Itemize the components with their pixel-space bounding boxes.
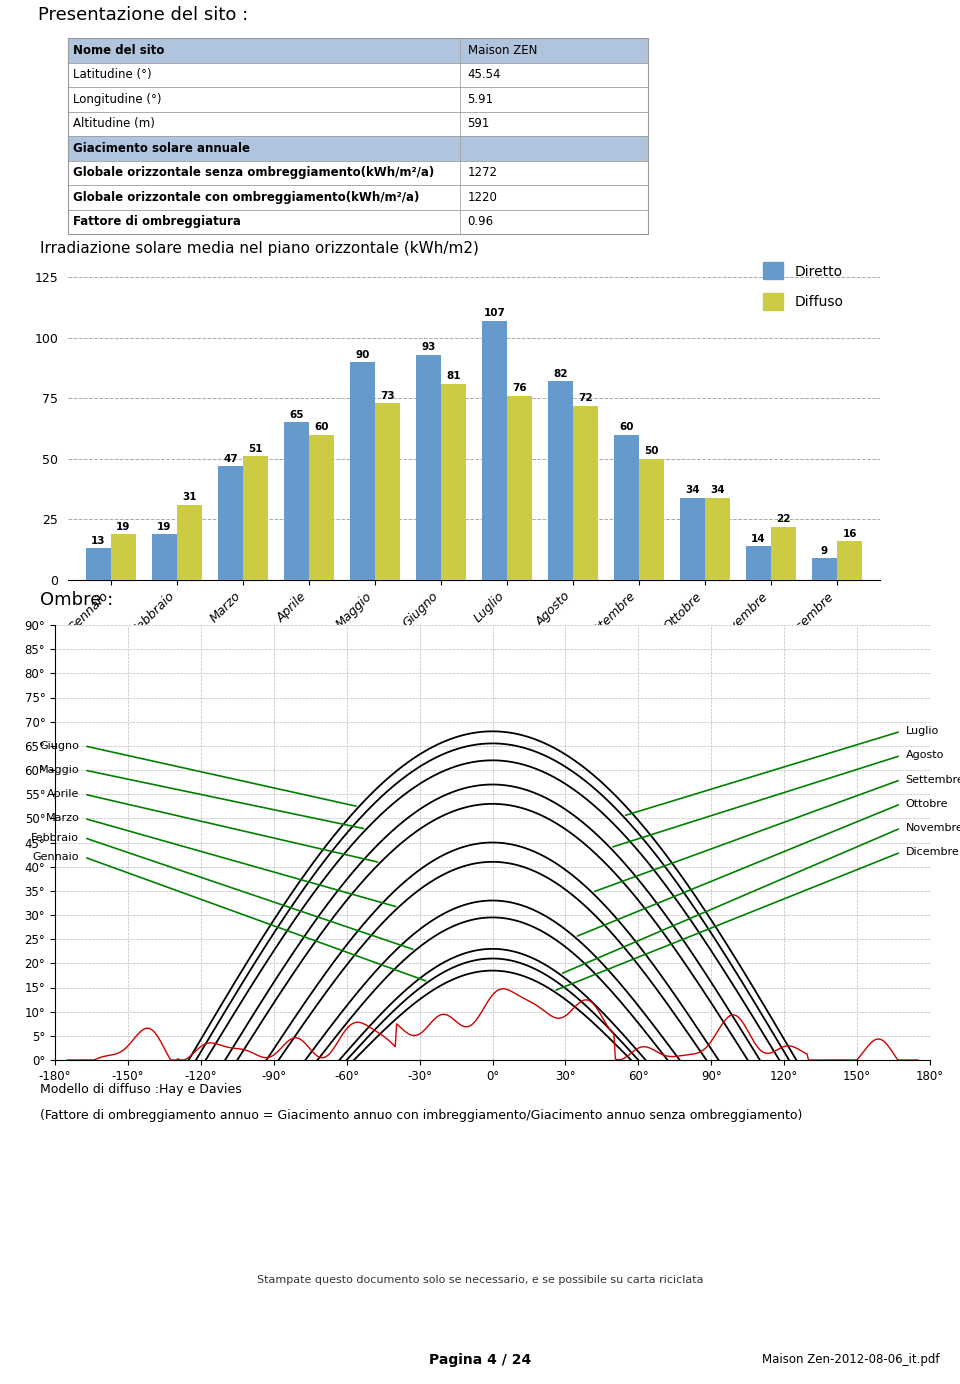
Bar: [85, 548, 111, 580]
Text: 93: 93: [421, 342, 436, 353]
Bar: [680, 498, 705, 580]
Bar: [812, 558, 837, 580]
Text: 19: 19: [157, 522, 172, 531]
Text: Irradiazione solare media nel piano orizzontale (kWh/m2): Irradiazione solare media nel piano oriz…: [40, 241, 479, 256]
Bar: [68, 161, 648, 185]
Text: Agosto: Agosto: [905, 750, 944, 760]
Text: 90: 90: [355, 350, 370, 360]
Text: 13: 13: [91, 536, 106, 547]
Text: 591: 591: [468, 118, 490, 130]
Text: 50: 50: [644, 447, 659, 457]
Text: (Fattore di ombreggiamento annuo = Giacimento annuo con imbreggiamento/Giaciment: (Fattore di ombreggiamento annuo = Giaci…: [40, 1109, 803, 1121]
Text: 60: 60: [619, 422, 634, 432]
Text: 65: 65: [289, 410, 303, 421]
Text: 45.54: 45.54: [468, 68, 501, 82]
Text: Longitudine (°): Longitudine (°): [73, 93, 161, 105]
Text: 5.91: 5.91: [468, 93, 493, 105]
Text: Dicembre: Dicembre: [905, 847, 959, 857]
Text: Nome del sito: Nome del sito: [73, 44, 164, 57]
Text: Altitudine (m): Altitudine (m): [73, 118, 155, 130]
Bar: [746, 547, 771, 580]
Bar: [573, 406, 598, 580]
Text: 14: 14: [752, 534, 766, 544]
Text: 107: 107: [484, 309, 505, 318]
Bar: [416, 354, 441, 580]
Text: Gennaio: Gennaio: [33, 853, 80, 862]
Bar: [548, 382, 573, 580]
Text: 51: 51: [249, 444, 263, 454]
Bar: [243, 457, 268, 580]
Bar: [68, 87, 648, 112]
Text: 16: 16: [842, 529, 857, 538]
Text: Presentazione del sito :: Presentazione del sito :: [38, 6, 249, 24]
Bar: [441, 383, 466, 580]
Bar: [68, 112, 648, 136]
Text: Novembre: Novembre: [905, 823, 960, 833]
Bar: [837, 541, 862, 580]
Text: Ottobre: Ottobre: [905, 799, 948, 808]
Bar: [68, 62, 648, 87]
Text: 34: 34: [710, 486, 725, 495]
Text: Settembre: Settembre: [905, 775, 960, 785]
Bar: [68, 136, 648, 161]
Text: 82: 82: [553, 370, 567, 379]
Bar: [705, 498, 731, 580]
Bar: [639, 459, 664, 580]
Bar: [111, 534, 136, 580]
Bar: [68, 185, 648, 209]
Bar: [614, 435, 639, 580]
Text: 1220: 1220: [468, 191, 497, 203]
Text: 81: 81: [446, 371, 461, 382]
Bar: [375, 403, 400, 580]
Text: Stampate questo documento solo se necessario, e se possibile su carta riciclata: Stampate questo documento solo se necess…: [256, 1275, 704, 1284]
Text: 72: 72: [578, 393, 593, 403]
Bar: [284, 422, 309, 580]
Text: 9: 9: [821, 545, 828, 556]
Text: 22: 22: [777, 515, 791, 525]
Text: Globale orizzontale con ombreggiamento(kWh/m²/a): Globale orizzontale con ombreggiamento(k…: [73, 191, 420, 203]
Text: 60: 60: [314, 422, 328, 432]
Text: Latitudine (°): Latitudine (°): [73, 68, 152, 82]
Text: Marzo: Marzo: [45, 814, 80, 823]
Bar: [309, 435, 334, 580]
Text: Fattore di ombreggiatura: Fattore di ombreggiatura: [73, 216, 241, 228]
Text: Modello di diffuso :Hay e Davies: Modello di diffuso :Hay e Davies: [40, 1084, 242, 1096]
Bar: [177, 505, 202, 580]
Text: Febbraio: Febbraio: [32, 833, 80, 843]
Bar: [482, 321, 507, 580]
Text: Luglio: Luglio: [905, 727, 939, 736]
Text: Pagina 4 / 24: Pagina 4 / 24: [429, 1354, 531, 1367]
Text: Aprile: Aprile: [47, 789, 80, 799]
Bar: [771, 527, 796, 580]
Text: 34: 34: [685, 486, 700, 495]
Text: Giugno: Giugno: [39, 740, 80, 752]
Text: 76: 76: [513, 383, 527, 393]
Text: Globale orizzontale senza ombreggiamento(kWh/m²/a): Globale orizzontale senza ombreggiamento…: [73, 166, 434, 180]
Bar: [507, 396, 532, 580]
Text: 47: 47: [223, 454, 238, 464]
Bar: [152, 534, 177, 580]
Text: 1272: 1272: [468, 166, 497, 180]
Text: Ombre :: Ombre :: [40, 591, 113, 609]
Bar: [68, 37, 648, 234]
Text: 19: 19: [116, 522, 131, 531]
Bar: [218, 466, 243, 580]
Text: Maison Zen-2012-08-06_it.pdf: Maison Zen-2012-08-06_it.pdf: [762, 1354, 940, 1366]
Bar: [349, 363, 375, 580]
Legend: Diretto, Diffuso: Diretto, Diffuso: [756, 257, 849, 316]
Text: 31: 31: [182, 493, 197, 502]
Bar: [68, 209, 648, 234]
Text: Giacimento solare annuale: Giacimento solare annuale: [73, 141, 250, 155]
Text: Maison ZEN: Maison ZEN: [468, 44, 537, 57]
Bar: [68, 37, 648, 62]
Text: Maggio: Maggio: [38, 765, 80, 775]
Text: 73: 73: [380, 390, 395, 401]
Text: 0.96: 0.96: [468, 216, 493, 228]
